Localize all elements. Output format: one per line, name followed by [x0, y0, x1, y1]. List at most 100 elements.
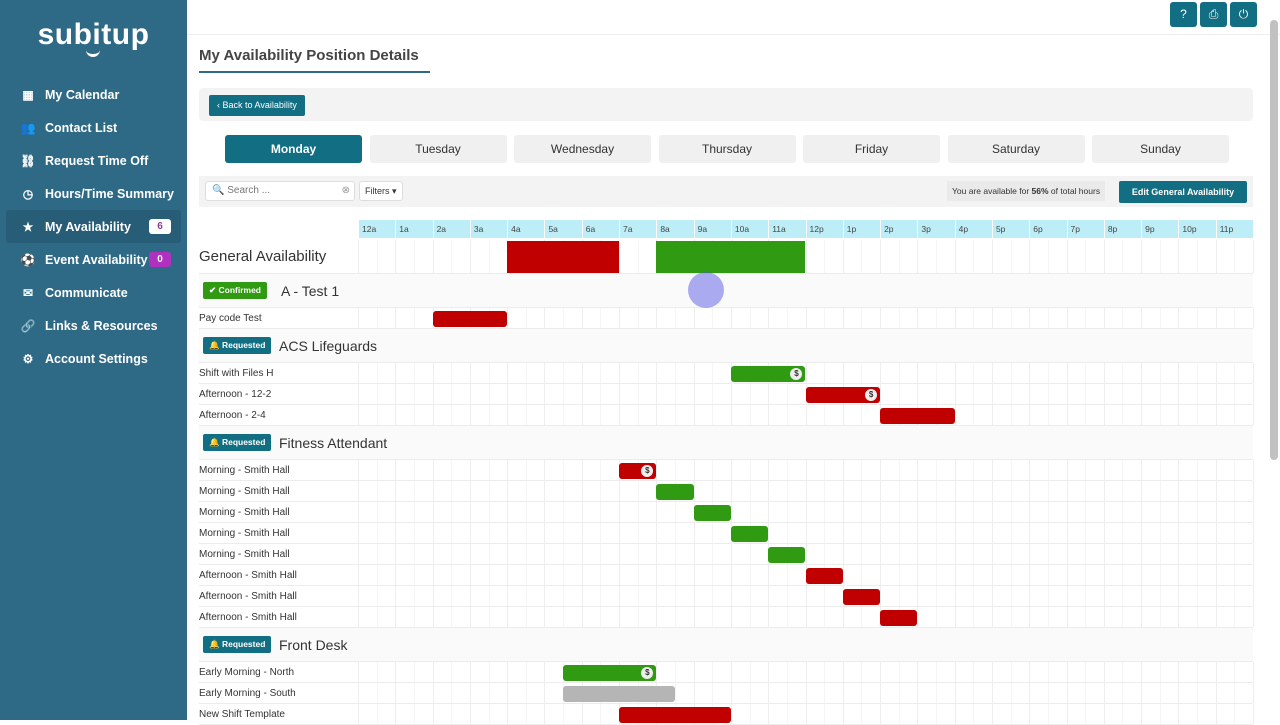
- grid-line: [1197, 523, 1199, 543]
- grid-line: [544, 607, 546, 627]
- grid-line: [1141, 683, 1143, 703]
- grid-line: [768, 308, 770, 328]
- grid-line: [936, 460, 938, 480]
- grid-line: [749, 544, 751, 564]
- sidebar-item-account-settings[interactable]: ⚙ Account Settings: [6, 342, 181, 375]
- grid-line: [861, 502, 863, 522]
- grid-line: [674, 662, 676, 682]
- tab-friday[interactable]: Friday: [803, 135, 940, 163]
- grid-line: [917, 502, 919, 522]
- unavailable-block[interactable]: $: [619, 463, 657, 479]
- back-button[interactable]: ‹ Back to Availability: [209, 95, 305, 116]
- grid-line: [1159, 481, 1161, 501]
- shift-label: Morning - Smith Hall: [199, 465, 290, 476]
- grid-line: [1234, 662, 1236, 682]
- search-input[interactable]: 🔍 Search ... ⊗: [205, 181, 355, 201]
- grid-line: [619, 523, 621, 543]
- grid-line: [358, 502, 359, 522]
- shift-label: Early Morning - North: [199, 667, 295, 678]
- tab-saturday[interactable]: Saturday: [947, 135, 1085, 163]
- tab-sunday[interactable]: Sunday: [1092, 135, 1229, 163]
- grid-line: [954, 704, 956, 724]
- hour-label: 7p: [1066, 220, 1104, 238]
- grid-line: [805, 544, 807, 564]
- grid-line: [525, 405, 527, 425]
- edit-general-availability-button[interactable]: Edit General Availability: [1119, 181, 1247, 203]
- logout-button[interactable]: ⏻: [1230, 2, 1257, 27]
- available-block[interactable]: [693, 505, 731, 521]
- grid-line: [954, 683, 956, 703]
- grid-line: [880, 384, 882, 404]
- help-button[interactable]: ?: [1170, 2, 1197, 27]
- grid-line: [824, 502, 826, 522]
- grid-line: [842, 240, 844, 273]
- grid-line: [1010, 544, 1012, 564]
- grid-line: [1066, 460, 1068, 480]
- grid-line: [469, 240, 471, 273]
- shift-row: Morning - Smith Hall: [199, 523, 1254, 544]
- unavailable-block[interactable]: [880, 408, 955, 424]
- grid-line: [376, 607, 378, 627]
- unavailable-block[interactable]: [432, 311, 508, 327]
- clear-icon[interactable]: ⊗: [341, 185, 350, 196]
- grid-line: [842, 308, 844, 328]
- grid-line: [507, 586, 509, 606]
- grid-line: [600, 586, 602, 606]
- print-button[interactable]: ⎙: [1200, 2, 1227, 27]
- tab-wednesday[interactable]: Wednesday: [514, 135, 651, 163]
- sidebar-item-my-calendar[interactable]: ▦ My Calendar: [6, 78, 181, 111]
- grid-line: [563, 586, 565, 606]
- tab-monday[interactable]: Monday: [225, 135, 362, 163]
- hour-label: 2p: [880, 220, 917, 238]
- grid-line: [1122, 565, 1124, 585]
- grid-line: [991, 523, 993, 543]
- available-block[interactable]: [656, 241, 806, 273]
- available-block[interactable]: [656, 484, 694, 500]
- unavailable-block[interactable]: $: [805, 387, 881, 403]
- sidebar-item-links-resources[interactable]: 🔗 Links & Resources: [6, 309, 181, 342]
- grid-line: [1178, 308, 1180, 328]
- grid-line: [432, 363, 434, 383]
- scrollbar[interactable]: [1270, 20, 1278, 460]
- available-block[interactable]: [768, 547, 806, 563]
- unavailable-block[interactable]: [880, 610, 918, 626]
- search-icon: 🔍: [212, 185, 228, 196]
- unavailable-block[interactable]: [842, 589, 881, 605]
- available-block[interactable]: [730, 526, 769, 542]
- grid-line: [805, 502, 807, 522]
- grid-line: [376, 308, 378, 328]
- unavailable-block[interactable]: [507, 241, 620, 273]
- sidebar-item-event-availability[interactable]: ⚽ Event Availability 0: [6, 243, 181, 276]
- tab-tuesday[interactable]: Tuesday: [369, 135, 507, 163]
- grid-line: [1197, 565, 1199, 585]
- grid-line: [917, 704, 919, 724]
- available-block[interactable]: $: [730, 366, 806, 382]
- unavailable-block[interactable]: [805, 568, 843, 584]
- grid-line: [1122, 704, 1124, 724]
- grid-line: [842, 704, 844, 724]
- unavailable-block[interactable]: [619, 707, 731, 723]
- sidebar-item-communicate[interactable]: ✉ Communicate: [6, 276, 181, 309]
- grid-line: [1197, 586, 1199, 606]
- grid-line: [768, 662, 770, 682]
- tab-thursday[interactable]: Thursday: [658, 135, 796, 163]
- grid-line: [413, 481, 415, 501]
- sidebar-item-hours-time-summary[interactable]: ◷ Hours/Time Summary: [6, 177, 181, 210]
- grid-line: [1122, 240, 1124, 273]
- sidebar-item-contact-list[interactable]: 👥 Contact List: [6, 111, 181, 144]
- neutral-block[interactable]: [563, 686, 675, 702]
- grid-line: [824, 586, 826, 606]
- sidebar-item-my-availability[interactable]: ★ My Availability 6: [6, 210, 181, 243]
- grid-line: [581, 544, 583, 564]
- position-name: A - Test 1: [281, 283, 340, 299]
- grid-line: [1253, 607, 1254, 627]
- available-block[interactable]: $: [563, 665, 657, 681]
- grid-line: [880, 502, 882, 522]
- grid-line: [861, 481, 863, 501]
- sidebar-item-label: Event Availability: [45, 252, 148, 267]
- sidebar-item-request-time-off[interactable]: ⛓ Request Time Off: [6, 144, 181, 177]
- filters-dropdown[interactable]: Filters ▾: [359, 181, 403, 201]
- grid-line: [581, 704, 583, 724]
- count-badge: 0: [149, 252, 171, 267]
- grid-line: [413, 460, 415, 480]
